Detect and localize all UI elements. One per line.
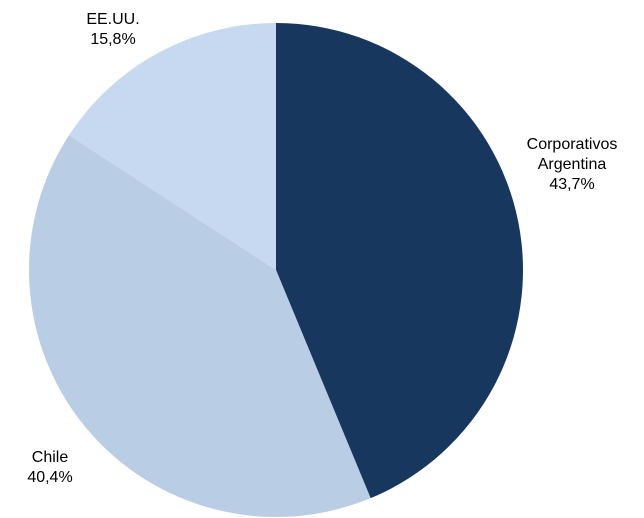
slice-label: EE.UU. 15,8% [53,10,173,50]
pie-slice [68,23,277,270]
slice-label: Chile 40,4% [0,448,110,488]
category-label: Chile [31,449,69,466]
slice-label: Corporativos Argentina 43,7% [512,135,632,195]
value-label: 15,8% [90,31,136,48]
category-label: Corporativos Argentina [526,136,618,173]
category-label: EE.UU. [86,11,140,28]
pie-slice [29,135,371,518]
value-label: 43,7% [549,176,595,193]
value-label: 40,4% [27,469,73,486]
pie-slice [276,23,523,499]
